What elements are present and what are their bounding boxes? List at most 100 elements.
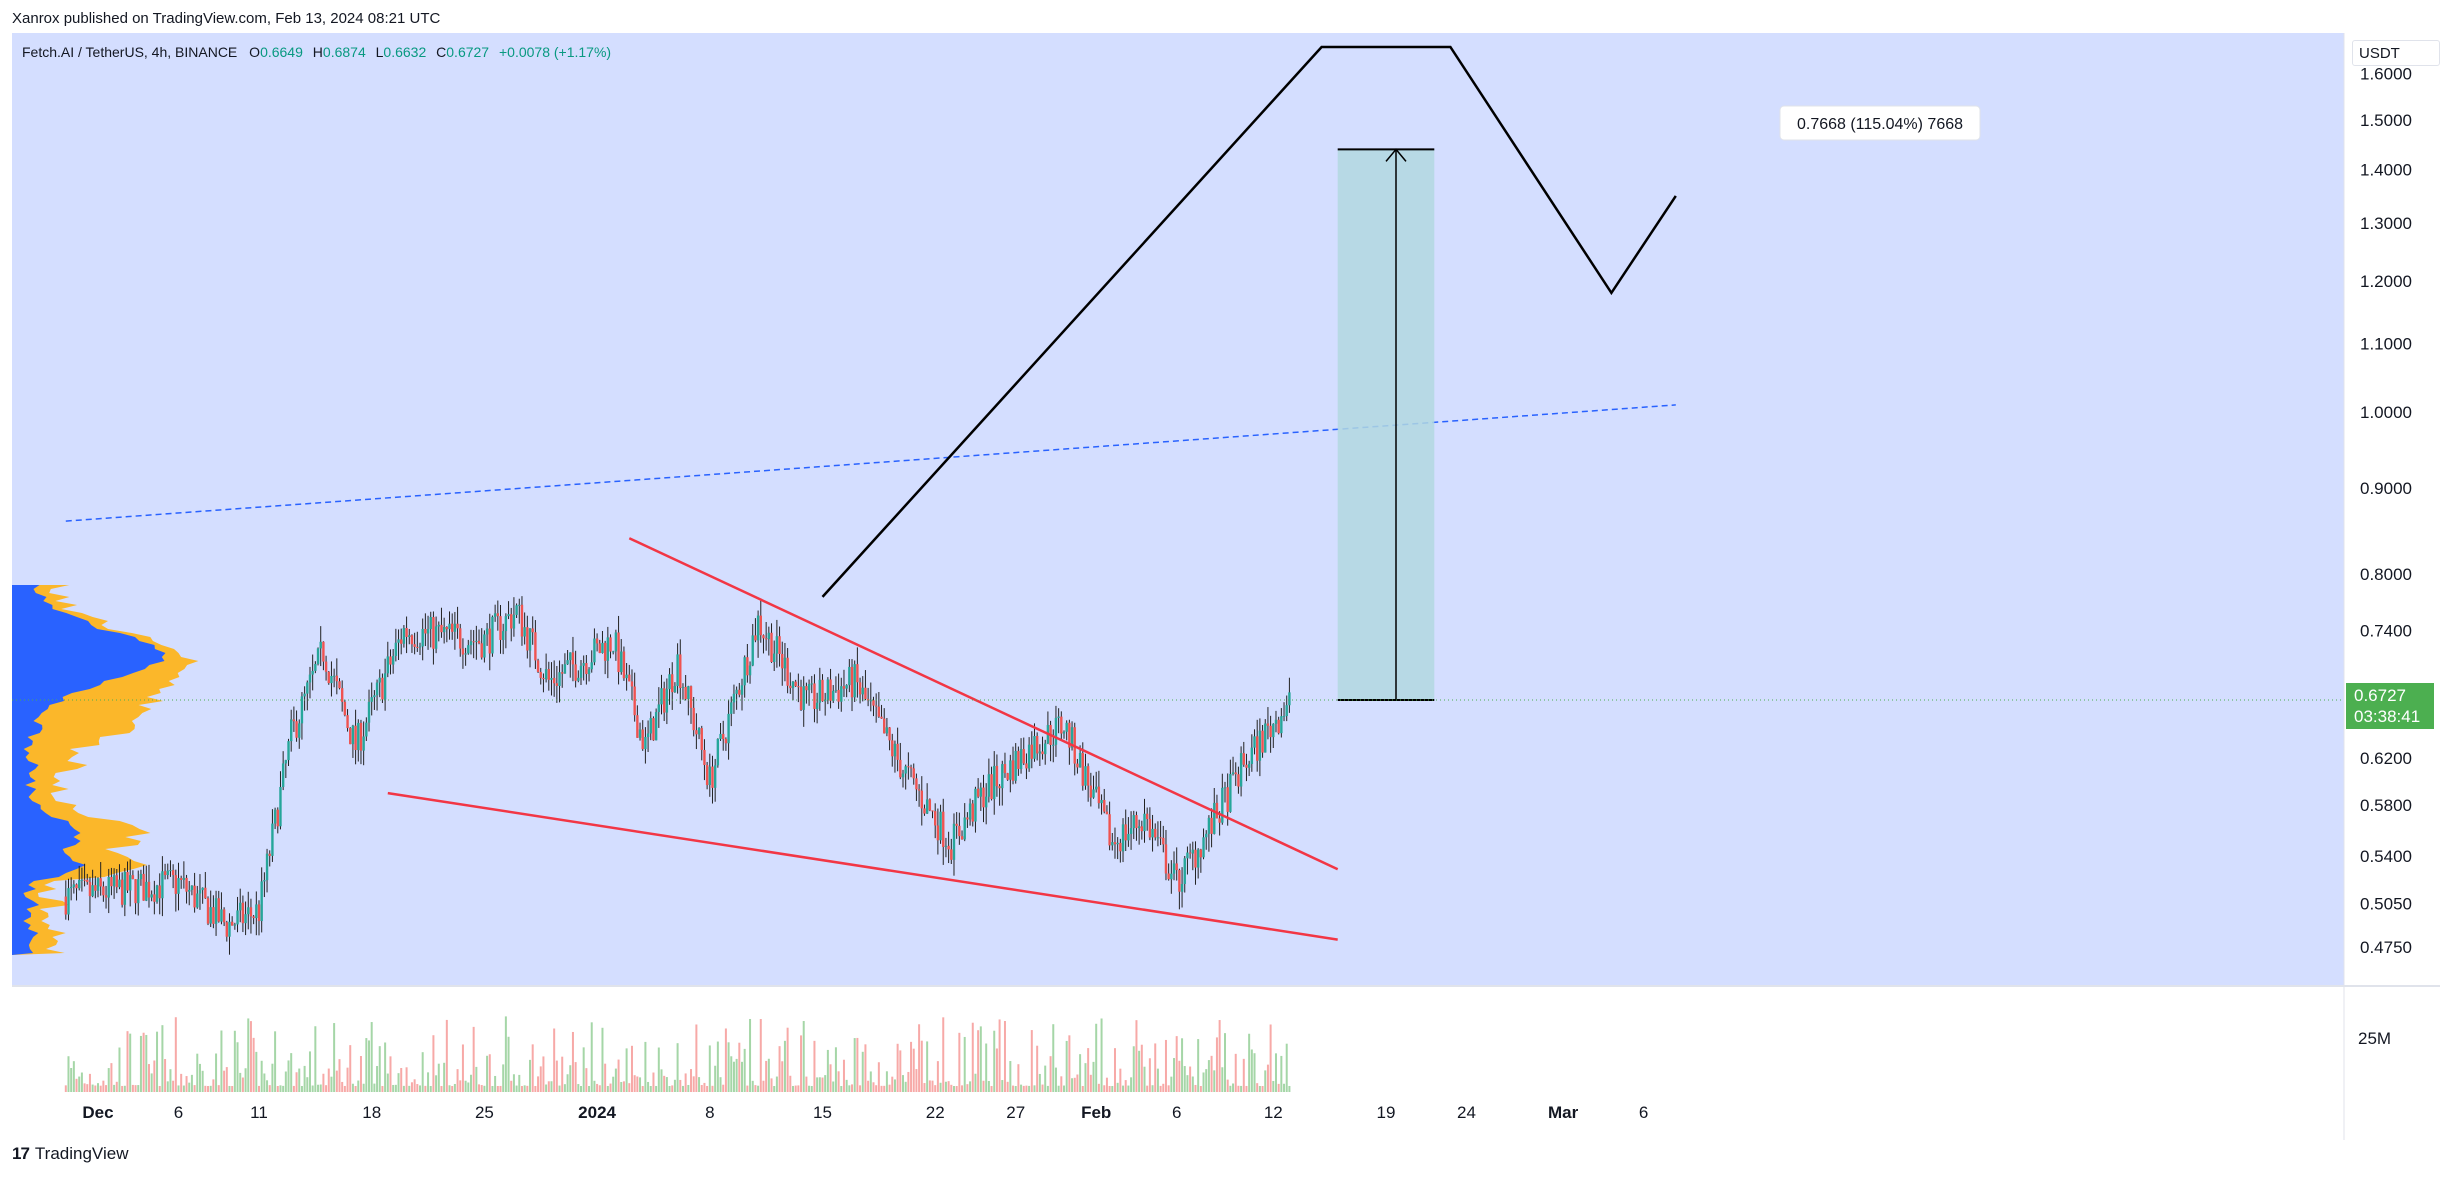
price-axis-panel[interactable] [2344,33,2440,986]
time-tick-label: 25 [475,1103,494,1122]
candle-body [652,718,655,741]
candle-body [542,677,545,680]
candle-body [327,671,330,684]
volume-bar [317,1084,320,1092]
volume-bar [461,1044,464,1092]
volume-bar [1191,1076,1194,1092]
volume-bar [67,1056,70,1092]
candle-body [1017,750,1020,769]
volume-bar [343,1085,346,1092]
volume-bar [182,1085,185,1092]
volume-bar [657,1047,660,1092]
plot-background [12,33,2344,986]
volume-bar [1130,1077,1133,1092]
candle-body [418,646,422,648]
currency-unit[interactable]: USDT [2352,40,2440,66]
candle-body [488,628,491,654]
volume-bar [915,1069,918,1092]
time-tick-label: 8 [705,1103,714,1122]
volume-bar [1044,1065,1047,1092]
volume-bar [837,1071,840,1092]
time-tick-label: 12 [1264,1103,1283,1122]
candle-body [735,689,738,694]
volume-bar [1205,1069,1208,1092]
candle-body [459,628,462,649]
candle-body [1027,744,1031,769]
candle-body [1183,858,1186,884]
volume-bar [266,1080,269,1092]
candle-body [1009,760,1012,780]
candle-body [1231,772,1235,774]
volume-bar [311,1085,314,1092]
candle-body [697,728,701,735]
volume-bar [1237,1085,1240,1092]
volume-bar [180,1073,183,1092]
volume-bar [300,1085,303,1092]
candle-body [536,660,540,672]
volume-bar [1030,1030,1033,1092]
volume-bar [177,1085,180,1092]
candle-body [947,845,950,850]
candle-body [958,825,961,837]
candle-body [577,677,580,681]
candle-body [445,627,449,630]
time-tick-label: Mar [1548,1103,1579,1122]
volume-bar [161,1025,164,1092]
candle-body [850,666,854,698]
volume-bar [630,1045,633,1092]
candle-body [448,623,451,630]
volume-bar [724,1028,727,1092]
candle-body [1245,764,1248,768]
candle-body [692,707,695,731]
volume-bar [1261,1086,1264,1092]
volume-bar [341,1081,344,1092]
candle-body [934,811,937,826]
candle-body [91,885,94,897]
volume-bar [931,1080,934,1092]
volume-bar [706,1085,709,1092]
volume-bar [880,1085,883,1092]
volume-bar [781,1061,784,1092]
volume-bar [510,1080,513,1092]
volume-bar [773,1085,776,1092]
candle-body [359,722,363,751]
volume-bar [190,1074,193,1092]
volume-bar [1103,1085,1106,1092]
volume-bar [676,1043,679,1092]
volume-bar [88,1073,91,1092]
candle-body [408,635,411,637]
candle-body [424,628,427,634]
candle-body [1191,849,1194,854]
candle-body [1154,828,1157,838]
volume-bar [539,1066,542,1092]
candle-body [429,617,432,630]
candle-body [1258,730,1262,761]
candle-body [713,765,717,788]
candle-body [888,727,891,741]
volume-bar [494,1075,497,1092]
volume-bar [797,1085,800,1092]
candle-body [461,648,465,655]
volume-bar [1054,1067,1057,1092]
volume-bar [1242,1058,1245,1092]
volume-bar [1189,1066,1192,1092]
volume-bar [260,1060,263,1092]
candle-body [284,760,288,764]
volume-bar [1258,1085,1261,1092]
candle-body [746,657,749,676]
candle-body [467,645,470,654]
volume-bar [314,1026,317,1092]
candle-body [526,627,529,651]
volume-bar [268,1085,271,1092]
candle-body [1113,842,1117,845]
candle-body [244,914,247,924]
footer-brand[interactable]: 17 TradingView [12,1144,128,1164]
candle-body [169,870,172,872]
volume-bar [743,1048,746,1092]
candle-body [442,627,446,633]
candle-body [925,799,929,814]
candle-body [209,907,212,924]
volume-bar [303,1065,306,1092]
volume-bar [244,1068,247,1092]
